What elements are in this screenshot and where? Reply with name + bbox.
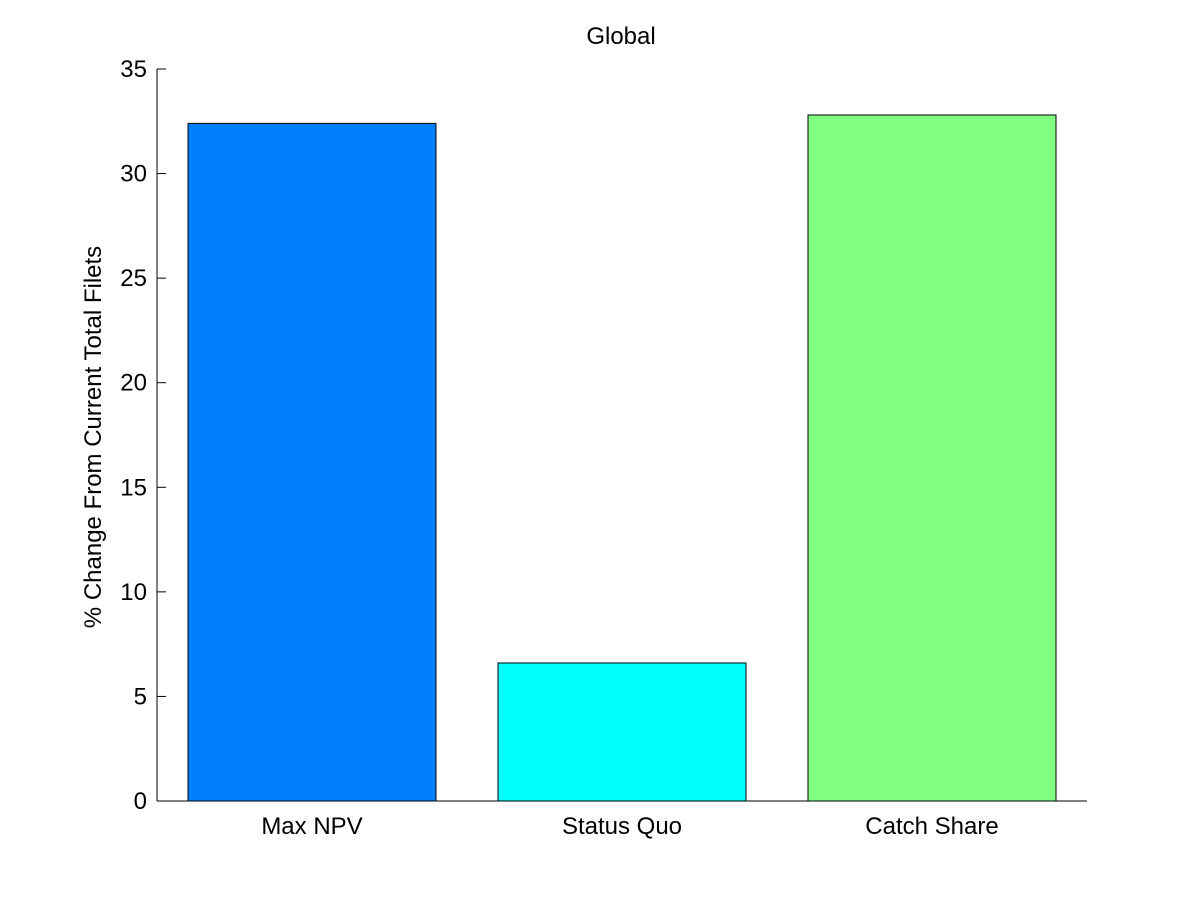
- y-tick-label: 5: [134, 683, 147, 710]
- y-tick-label: 10: [120, 579, 147, 606]
- bars-layer: [187, 114, 1057, 802]
- y-axis-label: % Change From Current Total Filets: [80, 246, 107, 628]
- x-tick-label: Max NPV: [261, 813, 362, 840]
- x-category-labels: Max NPV Status Quo Catch Share: [261, 813, 998, 840]
- bar-2: [807, 114, 1057, 802]
- chart-title: Global: [586, 23, 655, 50]
- y-tick-label: 15: [120, 474, 147, 501]
- y-tick-label: 25: [120, 265, 147, 292]
- x-tick-label: Catch Share: [865, 813, 998, 840]
- y-tick-label: 0: [134, 788, 147, 815]
- bar-1: [497, 662, 747, 802]
- bar-0: [187, 122, 437, 802]
- y-tick-label: 20: [120, 370, 147, 397]
- y-tick-label: 35: [120, 56, 147, 83]
- y-tick-label: 30: [120, 161, 147, 188]
- y-ticks: 0 5 10 15 20 25 30 35: [120, 56, 166, 815]
- x-tick-label: Status Quo: [562, 813, 682, 840]
- axes-layer: [156, 69, 1087, 802]
